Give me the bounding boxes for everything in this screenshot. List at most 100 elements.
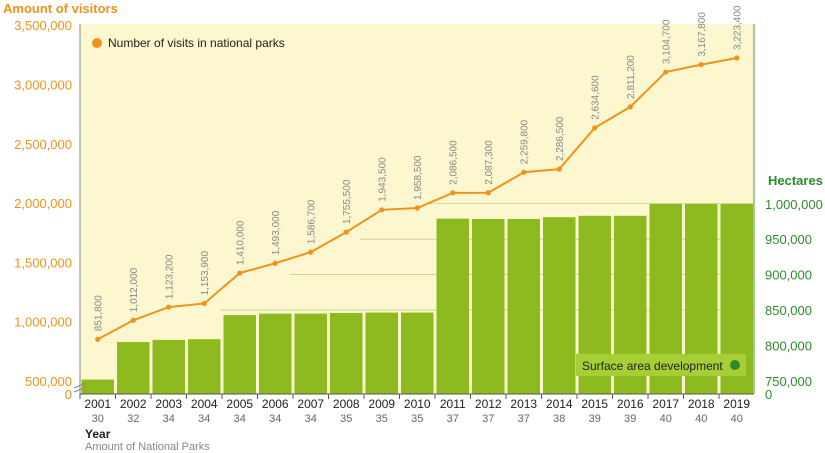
park-count-2009: 35 [376,413,388,425]
visits-line-layer [95,55,740,342]
bar-2003 [152,339,185,394]
left-tick-5: 2,500,000 [14,137,72,152]
bar-2008 [330,312,363,394]
park-count-2001: 30 [92,413,104,425]
park-count-2004: 34 [198,413,210,425]
park-count-2013: 37 [518,413,530,425]
year-label-2012: 2012 [475,397,502,411]
visits-label-2003: 1,123,200 [165,254,176,299]
surface-legend: Surface area development [576,354,746,376]
park-count-2010: 35 [411,413,423,425]
visits-label-2016: 2,811,200 [626,55,637,99]
park-count-2011: 37 [447,413,459,425]
left-tick-7: 3,500,000 [14,18,72,33]
park-count-2015: 39 [589,413,601,425]
right-tick-2: 800,000 [765,339,812,354]
surface-legend-label: Surface area development [582,359,723,373]
bar-2011 [436,218,469,394]
right-tick-3: 850,000 [765,303,812,318]
visits-label-2019: 3,223,400 [733,5,744,50]
visits-point-2019 [734,55,740,61]
visits-point-2009 [379,207,385,213]
visits-legend: Number of visits in national parks [92,36,285,50]
park-count-2005: 34 [234,413,246,425]
visits-label-2017: 3,104,700 [662,19,673,64]
left-tick-2: 1,000,000 [14,315,72,330]
point-labels: 851,800 1,012,000 1,123,200 1,153,900 1,410,… [94,5,744,331]
park-count-2017: 40 [660,413,672,425]
year-label-2005: 2005 [226,397,253,411]
left-axis-title: Amount of visitors [3,1,118,16]
visits-point-2004 [201,300,207,307]
right-tick-4: 900,000 [765,268,812,283]
visits-label-2015: 2,634,600 [591,75,602,120]
visits-point-2016 [627,104,633,110]
visits-legend-label: Number of visits in national parks [108,36,285,50]
visits-point-2005 [237,270,243,276]
left-tick-6: 3,000,000 [14,78,72,93]
left-tick-3: 1,500,000 [14,255,72,270]
bar-2013 [507,218,540,394]
visits-point-2007 [308,249,314,255]
visits-label-2013: 2,259,800 [520,119,531,164]
year-label-2006: 2006 [262,397,289,411]
right-tick-0: 0 [765,387,772,402]
year-label-2003: 2003 [155,397,182,411]
year-label-2004: 2004 [191,397,218,411]
bar-2002 [117,342,150,394]
year-label-2016: 2016 [617,397,644,411]
right-tick-1: 750,000 [765,374,812,389]
bar-2012 [472,218,505,394]
visits-label-2006: 1,493,000 [271,210,282,255]
park-count-2002: 32 [127,413,139,425]
park-count-2007: 34 [305,413,317,425]
year-label-2001: 2001 [84,397,111,411]
visits-label-2018: 3,167,800 [697,12,708,57]
right-tick-5: 950,000 [765,232,812,247]
year-label-2010: 2010 [404,397,431,411]
left-axis-break [73,382,87,393]
visits-point-2001 [95,336,101,342]
year-label-2015: 2015 [581,397,608,411]
visits-label-2008: 1,755,500 [342,179,353,224]
year-label-2009: 2009 [368,397,395,411]
park-count-2012: 37 [482,413,494,425]
bar-2004 [188,339,221,394]
visits-point-2006 [272,260,278,266]
visits-point-2017 [663,69,669,75]
left-tick-1: 500,000 [25,374,72,389]
year-label-2007: 2007 [297,397,324,411]
bar-2009 [365,312,398,394]
year-label-2018: 2018 [688,397,715,411]
visits-point-2011 [450,190,456,196]
x-axis-title: Year [85,427,111,441]
park-count-2014: 38 [553,413,565,425]
year-label-2002: 2002 [120,397,147,411]
visits-label-2014: 2,286,500 [555,116,566,161]
visits-label-2007: 1,586,700 [307,199,318,244]
bar-2005 [223,315,256,394]
park-count-2018: 40 [695,413,707,425]
visits-point-2013 [521,169,527,175]
x-axis-subtitle: Amount of National Parks [85,441,210,453]
surface-legend-box [576,354,746,376]
visits-point-2018 [698,61,704,68]
visits-label-2010: 1,958,500 [413,155,424,200]
left-tick-0: 0 [65,387,72,402]
left-tick-4: 2,000,000 [14,196,72,211]
bar-2007 [294,313,327,394]
year-label-2019: 2019 [723,397,750,411]
visits-point-2002 [130,317,136,323]
year-label-2013: 2013 [510,397,537,411]
visits-label-2002: 1,012,000 [129,267,140,312]
visits-point-2012 [485,190,491,196]
year-label-2008: 2008 [333,397,360,411]
visits-point-2010 [414,205,420,211]
visits-point-2014 [556,166,562,172]
bar-2001 [81,379,114,394]
bar-2014 [543,217,576,394]
park-count-2008: 35 [340,413,352,425]
visits-label-2001: 851,800 [94,295,105,332]
